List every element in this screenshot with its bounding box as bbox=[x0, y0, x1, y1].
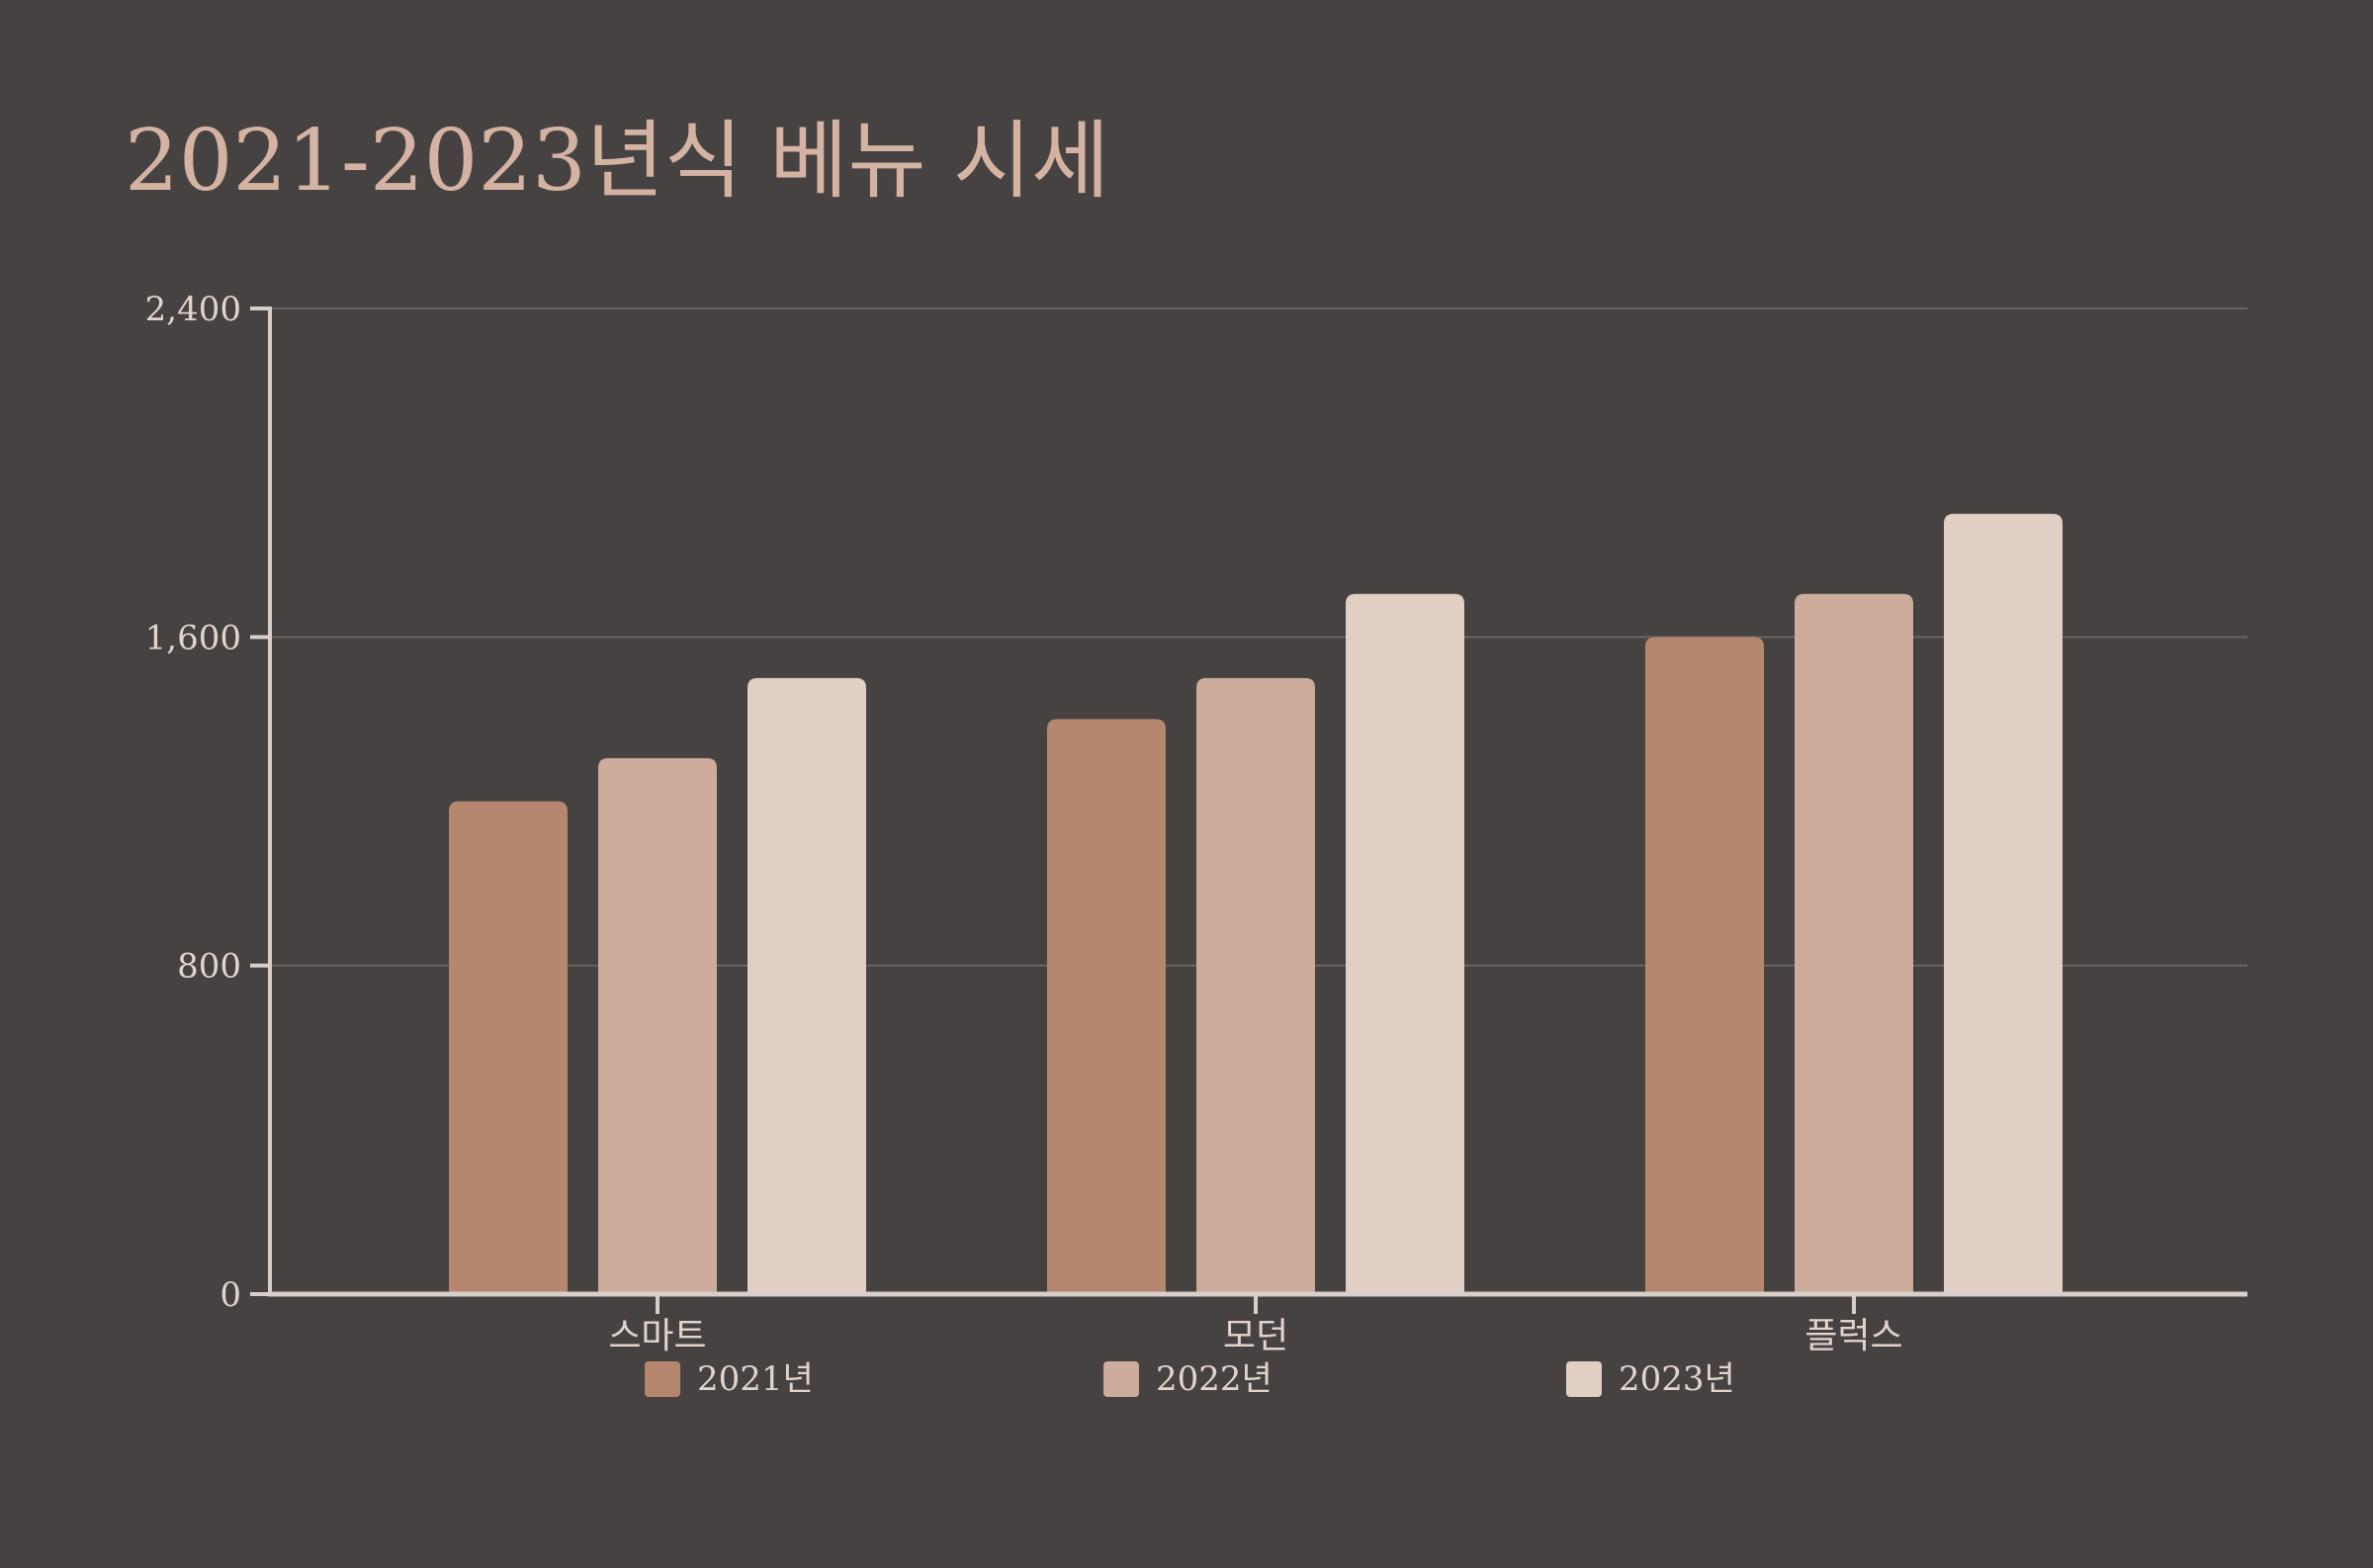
bar bbox=[1047, 719, 1166, 1294]
bar bbox=[747, 677, 866, 1294]
bar bbox=[1645, 637, 1764, 1294]
x-tick-label: 플럭스 bbox=[1804, 1316, 1902, 1356]
legend-label: 2022년 bbox=[1156, 1359, 1273, 1399]
bar bbox=[449, 801, 568, 1294]
y-tick-label: 2,400 bbox=[145, 290, 241, 329]
x-tick-label: 모던 bbox=[1223, 1316, 1288, 1356]
y-tick-label: 0 bbox=[220, 1275, 241, 1315]
bar bbox=[1795, 593, 1913, 1294]
y-tick-label: 1,600 bbox=[145, 618, 241, 657]
bar bbox=[1944, 513, 2063, 1294]
y-tick-label: 800 bbox=[177, 947, 241, 987]
x-tick-label: 스마트 bbox=[608, 1316, 706, 1356]
chart-title: 2021-2023년식 베뉴 시세 bbox=[125, 112, 1110, 211]
bar bbox=[1346, 593, 1464, 1294]
legend-swatch bbox=[1103, 1361, 1139, 1397]
legend-label: 2023년 bbox=[1619, 1359, 1735, 1399]
bar bbox=[598, 757, 717, 1294]
legend-label: 2021년 bbox=[697, 1359, 814, 1399]
legend-swatch bbox=[1566, 1361, 1602, 1397]
legend-swatch bbox=[645, 1361, 680, 1397]
bar bbox=[1196, 677, 1315, 1294]
